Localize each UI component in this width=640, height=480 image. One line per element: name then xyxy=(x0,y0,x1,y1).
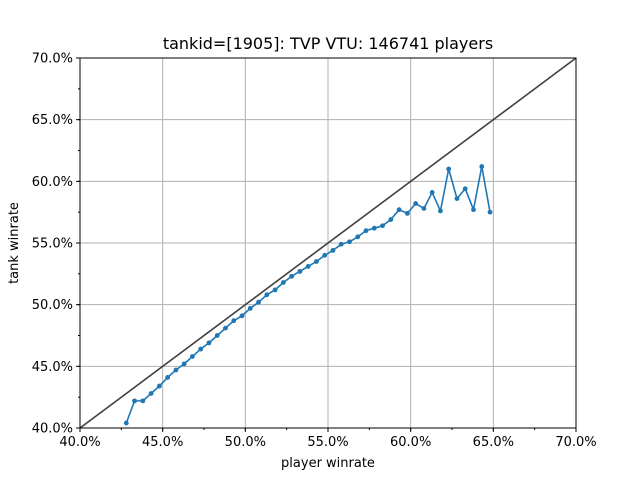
data-point xyxy=(223,325,228,331)
data-point xyxy=(190,354,195,359)
data-point xyxy=(132,398,137,404)
data-point xyxy=(404,211,410,216)
data-point xyxy=(239,313,245,319)
data-point xyxy=(462,186,468,192)
data-point xyxy=(314,259,319,264)
data-point xyxy=(388,217,394,222)
x-tick-label: 65.0% xyxy=(473,435,514,450)
data-point xyxy=(173,367,179,373)
data-point xyxy=(338,241,344,247)
data-point xyxy=(438,208,443,214)
data-point xyxy=(421,206,427,211)
reference-diagonal xyxy=(79,57,577,429)
data-point xyxy=(289,273,295,279)
data-point xyxy=(380,223,385,229)
data-point xyxy=(156,383,162,389)
y-tick-label: 60.0% xyxy=(32,175,73,190)
data-point xyxy=(396,207,402,213)
data-point xyxy=(413,201,419,206)
x-tick-label: 45.0% xyxy=(142,435,183,450)
data-point xyxy=(355,234,361,240)
data-point xyxy=(181,361,187,367)
chart-title: tankid=[1905]: TVP VTU: 146741 players xyxy=(163,34,493,53)
series-layer xyxy=(123,164,493,426)
axis-ticks: 40.0% 45.0% 50.0% 55.0% 60.0% 65.0% 70.0% 40.0%… xyxy=(32,52,597,451)
x-tick-label: 70.0% xyxy=(555,435,596,450)
data-point xyxy=(256,299,261,305)
reference-line xyxy=(79,57,577,429)
y-tick-label: 45.0% xyxy=(32,360,73,375)
data-point xyxy=(487,209,493,215)
data-point xyxy=(247,305,253,311)
data-point xyxy=(148,391,154,396)
data-point xyxy=(214,333,220,338)
data-point xyxy=(198,346,204,352)
data-point xyxy=(454,196,460,202)
data-point xyxy=(280,280,286,285)
data-point xyxy=(479,164,485,169)
data-point xyxy=(371,225,377,231)
data-point xyxy=(305,264,311,269)
data-point xyxy=(347,239,352,245)
x-tick-label: 60.0% xyxy=(390,435,431,450)
y-tick-label: 40.0% xyxy=(32,422,73,437)
data-point xyxy=(165,375,171,380)
data-point xyxy=(272,287,278,293)
y-axis-label: tank winrate xyxy=(7,202,22,284)
data-point xyxy=(123,420,129,426)
x-axis-label: player winrate xyxy=(281,456,375,471)
data-point xyxy=(429,190,435,195)
data-point xyxy=(363,228,369,234)
y-tick-label: 55.0% xyxy=(32,237,73,252)
data-point xyxy=(264,292,270,298)
y-tick-label: 70.0% xyxy=(32,52,73,67)
x-tick-label: 55.0% xyxy=(307,435,348,450)
data-point xyxy=(446,166,452,172)
data-point xyxy=(322,252,328,258)
y-tick-label: 65.0% xyxy=(32,113,73,128)
data-point xyxy=(471,207,476,213)
data-point xyxy=(330,248,336,253)
y-tick-label: 50.0% xyxy=(32,298,73,313)
data-point xyxy=(297,268,303,274)
x-tick-label: 40.0% xyxy=(59,435,100,450)
data-point xyxy=(231,318,237,324)
data-point xyxy=(140,398,146,404)
data-point xyxy=(206,340,212,346)
x-tick-label: 50.0% xyxy=(225,435,266,450)
